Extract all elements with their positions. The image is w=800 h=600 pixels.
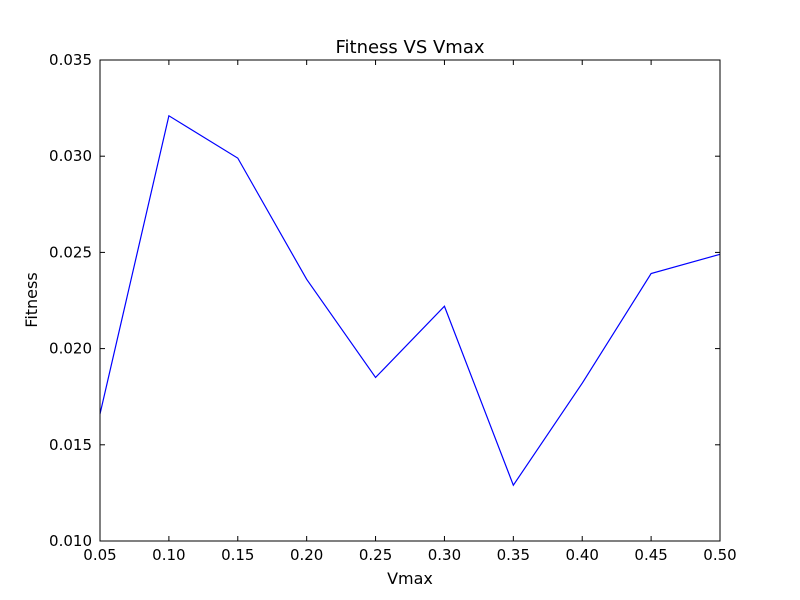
- y-tick-label: 0.035: [49, 51, 92, 69]
- chart-title: Fitness VS Vmax: [335, 37, 484, 58]
- y-tick-label: 0.010: [49, 532, 92, 550]
- x-tick-label: 0.45: [634, 546, 667, 564]
- y-tick-label: 0.020: [49, 340, 92, 358]
- x-tick-label: 0.05: [83, 546, 116, 564]
- x-tick-label: 0.40: [566, 546, 599, 564]
- plot-area: 0.05 0.10 0.15 0.20 0.25 0.30 0.35 0.40 0.45 0.50…: [49, 51, 737, 564]
- x-tick-label: 0.15: [221, 546, 254, 564]
- series-line-1: [99, 114, 721, 487]
- y-tick-label: 0.015: [49, 436, 92, 454]
- x-tick-label: 0.25: [359, 546, 392, 564]
- x-tick-label: 0.30: [428, 546, 461, 564]
- x-tick-label: 0.50: [703, 546, 736, 564]
- x-axis-label: Vmax: [387, 569, 433, 588]
- y-tick-label: 0.030: [49, 147, 92, 165]
- plot-frame: [99, 59, 721, 542]
- x-tick-label: 0.10: [152, 546, 185, 564]
- y-axis-label: Fitness: [22, 272, 41, 327]
- x-tick-label: 0.20: [290, 546, 323, 564]
- x-tick-label: 0.35: [497, 546, 530, 564]
- y-tick-label: 0.025: [49, 243, 92, 261]
